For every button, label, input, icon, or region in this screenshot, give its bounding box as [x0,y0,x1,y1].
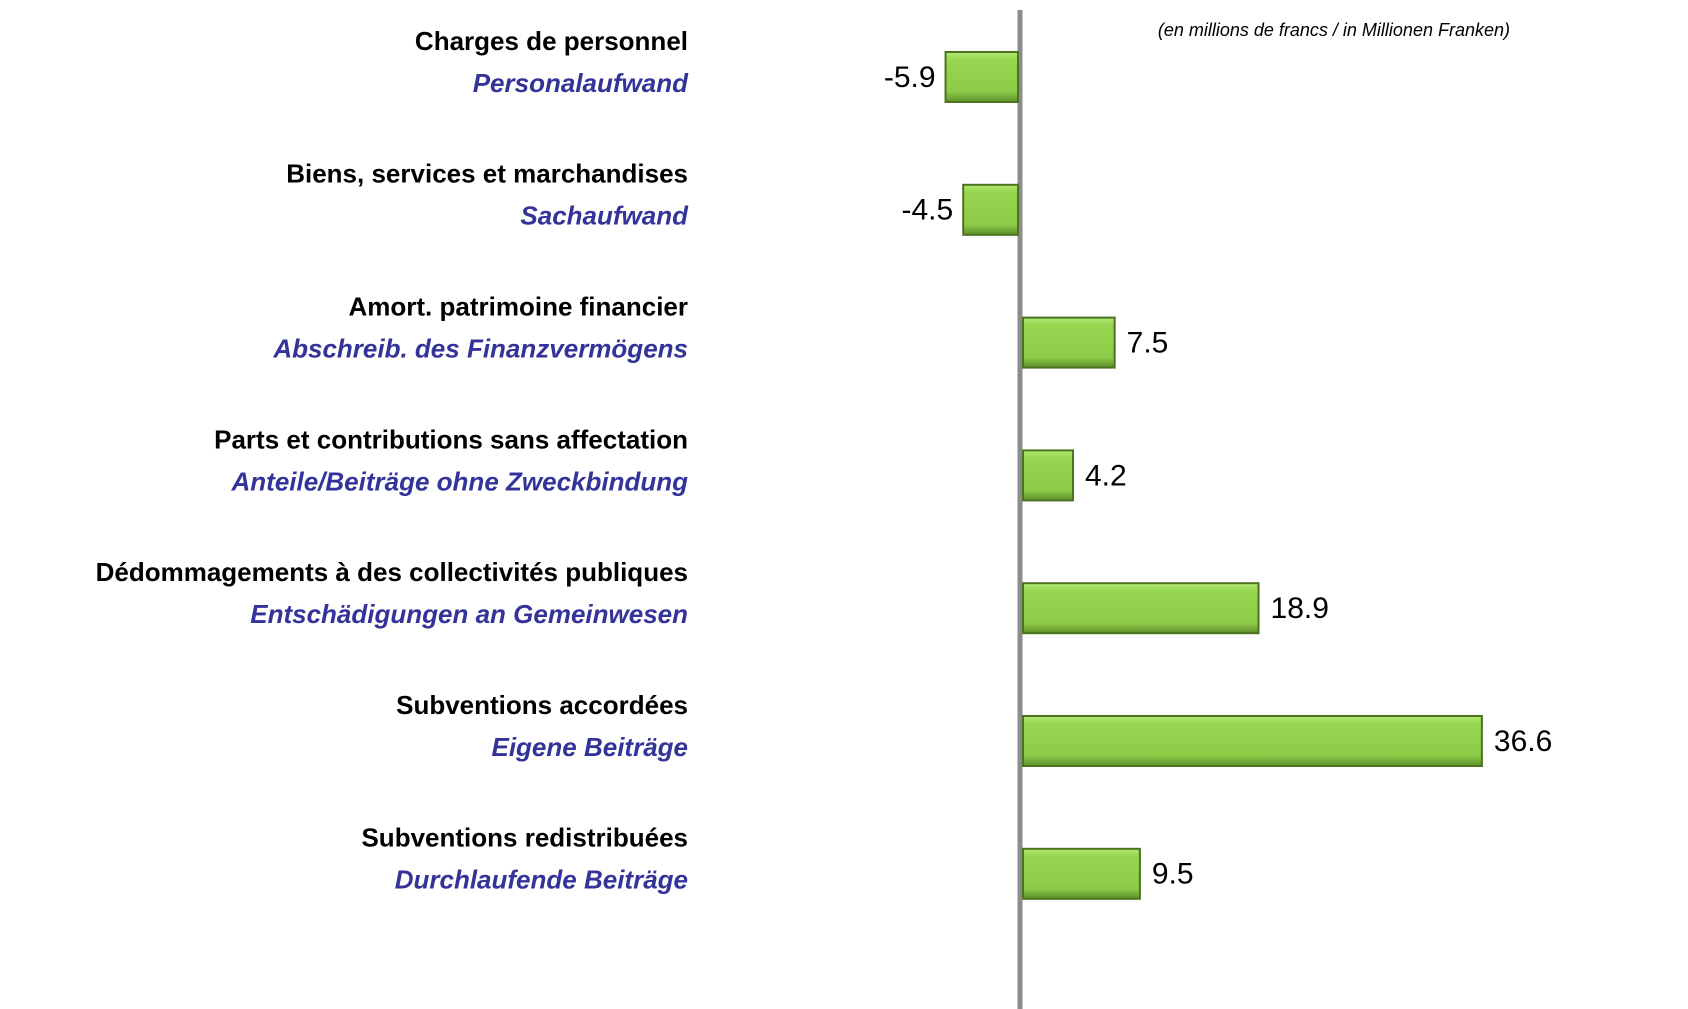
subcategory-label: Durchlaufende Beiträge [395,865,688,895]
subcategory-label: Abschreib. des Finanzvermögens [272,333,688,363]
subcategory-label: Personalaufwand [473,68,689,98]
category-label: Subventions accordées [396,690,688,720]
bar [962,183,1020,236]
data-label: 36.6 [1494,725,1552,758]
category-label: Dédommagements à des collectivités publi… [96,557,688,587]
unit-note: (en millions de francs / in Millionen Fr… [1158,20,1510,40]
bar [1022,316,1116,369]
data-label: 7.5 [1127,327,1169,360]
category-label: Parts et contributions sans affectation [214,424,688,454]
subcategory-label: Anteile/Beiträge ohne Zweckbindung [231,466,689,496]
bar [1022,847,1141,900]
category-label: Charges de personnel [415,26,688,56]
subcategory-label: Eigene Beiträge [491,732,688,762]
bar [1022,582,1260,635]
subcategory-label: Entschädigungen an Gemeinwesen [250,599,688,629]
bar [1022,449,1075,502]
bar [944,51,1019,103]
category-label: Subventions redistribuées [361,823,688,853]
category-label: Biens, services et marchandises [286,159,688,189]
subcategory-label: Sachaufwand [520,201,689,231]
bar [1022,715,1483,767]
data-label: 4.2 [1085,459,1127,492]
data-label: 18.9 [1271,592,1329,625]
data-label: 9.5 [1152,858,1194,891]
category-label: Amort. patrimoine financier [349,291,689,321]
data-label: -4.5 [902,194,954,227]
data-label: -5.9 [884,61,936,94]
